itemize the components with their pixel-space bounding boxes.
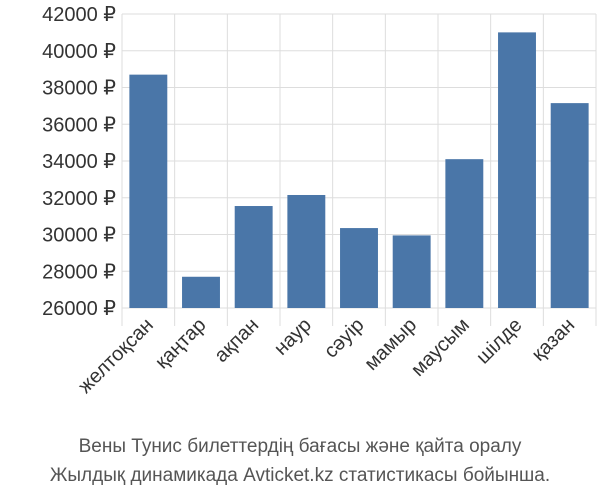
- y-tick-label: 38000 ₽: [42, 78, 116, 100]
- gridlines: [121, 13, 597, 326]
- bar-5: [340, 228, 378, 308]
- y-tick-label: 34000 ₽: [42, 151, 116, 173]
- x-tick-label: қазан: [528, 314, 580, 366]
- caption-line-2: Жылдық динамикада Avticket.kz статистика…: [50, 465, 550, 486]
- x-tick-label: маусым: [407, 314, 474, 381]
- bar-6: [392, 235, 431, 308]
- x-tick-label: шілде: [472, 314, 526, 368]
- caption-line-1: Вены Тунис билеттердің бағасы және қайта…: [79, 436, 522, 457]
- bar-7: [445, 159, 484, 308]
- x-tick-label: желтоқсан: [74, 314, 158, 398]
- bar-8: [498, 32, 536, 308]
- y-tick-label: 30000 ₽: [42, 225, 116, 247]
- x-tick-label: наур: [270, 314, 316, 360]
- bar-3: [234, 206, 273, 308]
- bars: [129, 32, 589, 309]
- y-tick-label: 28000 ₽: [42, 261, 116, 283]
- x-tick-label: сәуір: [320, 314, 369, 363]
- y-tick-label: 26000 ₽: [42, 298, 116, 320]
- x-tick-label: ақпан: [210, 314, 263, 367]
- y-tick-label: 42000 ₽: [42, 4, 116, 26]
- y-axis-ticks: 26000 ₽ 28000 ₽ 30000 ₽ 32000 ₽ 34000 ₽ 36000…: [42, 4, 116, 320]
- bar-9: [550, 103, 589, 309]
- bar-4: [287, 194, 326, 308]
- bar-1: [129, 74, 168, 308]
- y-tick-label: 40000 ₽: [42, 41, 116, 63]
- y-tick-label: 32000 ₽: [42, 188, 116, 210]
- bar-2: [182, 276, 220, 308]
- x-tick-label: қаңтар: [151, 314, 210, 373]
- y-tick-label: 36000 ₽: [42, 114, 116, 136]
